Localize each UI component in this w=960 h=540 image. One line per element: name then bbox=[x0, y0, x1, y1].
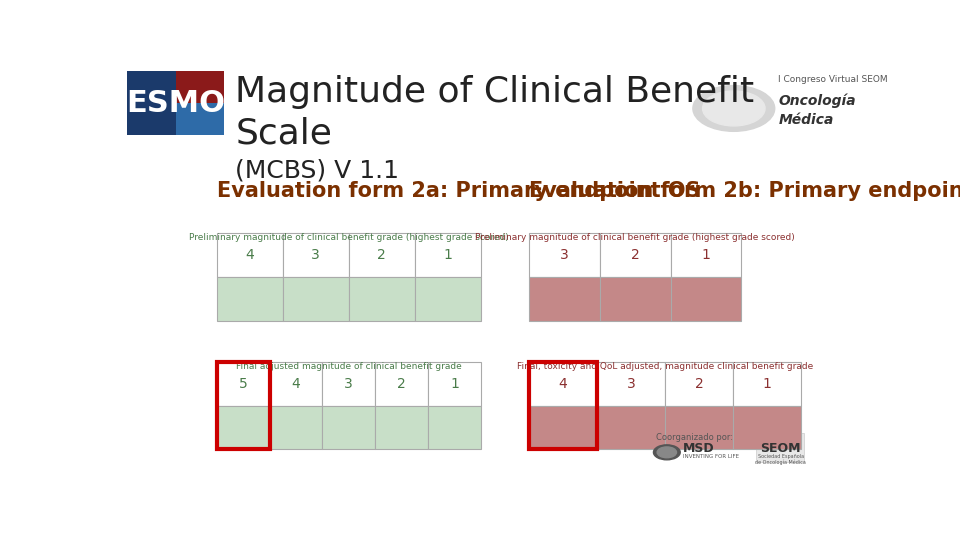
Bar bbox=[217, 362, 270, 449]
Bar bbox=[732, 406, 801, 449]
Bar bbox=[323, 362, 375, 406]
Bar bbox=[529, 233, 600, 277]
Text: Preliminary magnitude of clinical benefit grade (highest grade scored): Preliminary magnitude of clinical benefi… bbox=[475, 233, 795, 242]
Bar bbox=[375, 406, 428, 449]
Text: Evaluation form 2a: Primary endpoint OS: Evaluation form 2a: Primary endpoint OS bbox=[217, 181, 700, 201]
Bar bbox=[176, 71, 225, 103]
Bar bbox=[348, 277, 415, 321]
Text: 3: 3 bbox=[561, 248, 569, 262]
Bar bbox=[270, 362, 323, 406]
Text: 5: 5 bbox=[239, 377, 248, 391]
Circle shape bbox=[658, 447, 677, 458]
Text: 2: 2 bbox=[377, 248, 386, 262]
Text: 2: 2 bbox=[631, 248, 639, 262]
Bar bbox=[597, 362, 665, 406]
Text: I Congreso Virtual SEOM: I Congreso Virtual SEOM bbox=[779, 75, 888, 84]
Bar bbox=[597, 406, 665, 449]
Bar bbox=[217, 362, 270, 406]
Bar bbox=[600, 233, 670, 277]
Bar bbox=[732, 362, 801, 406]
Bar bbox=[415, 233, 481, 277]
Bar bbox=[270, 406, 323, 449]
Bar bbox=[529, 406, 597, 449]
Text: 4: 4 bbox=[559, 377, 567, 391]
Text: Scale: Scale bbox=[235, 117, 332, 151]
Text: 3: 3 bbox=[345, 377, 353, 391]
Bar bbox=[283, 277, 348, 321]
Circle shape bbox=[693, 85, 775, 131]
Bar bbox=[665, 406, 732, 449]
Text: Preliminary magnitude of clinical benefit grade (highest grade scored): Preliminary magnitude of clinical benefi… bbox=[189, 233, 509, 242]
Bar bbox=[529, 362, 597, 449]
Text: (MCBS) V 1.1: (MCBS) V 1.1 bbox=[235, 158, 399, 183]
Bar bbox=[217, 277, 283, 321]
Circle shape bbox=[703, 91, 765, 126]
Text: ESMO: ESMO bbox=[127, 89, 226, 118]
Bar bbox=[176, 103, 225, 136]
Text: 3: 3 bbox=[311, 248, 320, 262]
Text: 2: 2 bbox=[694, 377, 704, 391]
Text: Coorganizado por:: Coorganizado por: bbox=[656, 433, 732, 442]
Bar bbox=[128, 71, 224, 136]
Text: 1: 1 bbox=[444, 248, 452, 262]
Text: Final adjusted magnitude of clinical benefit grade: Final adjusted magnitude of clinical ben… bbox=[236, 362, 462, 371]
Bar bbox=[670, 233, 741, 277]
Bar bbox=[428, 362, 481, 406]
Text: Final, toxicity and QoL adjusted, magnitude clinical benefit grade: Final, toxicity and QoL adjusted, magnit… bbox=[516, 362, 813, 371]
Bar bbox=[348, 233, 415, 277]
Text: Médica: Médica bbox=[779, 113, 834, 126]
Bar bbox=[375, 362, 428, 406]
Text: 1: 1 bbox=[702, 248, 710, 262]
Bar bbox=[756, 433, 804, 462]
Text: Sociedad Española
de Oncología Médica: Sociedad Española de Oncología Médica bbox=[756, 454, 806, 465]
Text: 4: 4 bbox=[292, 377, 300, 391]
Bar bbox=[323, 406, 375, 449]
Text: 2: 2 bbox=[397, 377, 406, 391]
Text: 4: 4 bbox=[246, 248, 254, 262]
Bar bbox=[283, 233, 348, 277]
Text: SEOM: SEOM bbox=[760, 442, 801, 455]
Bar bbox=[217, 233, 283, 277]
Bar bbox=[665, 362, 732, 406]
Text: 3: 3 bbox=[627, 377, 636, 391]
Text: Oncología: Oncología bbox=[779, 94, 856, 109]
Bar bbox=[600, 277, 670, 321]
Bar bbox=[128, 71, 176, 103]
Text: 1: 1 bbox=[762, 377, 771, 391]
Text: MSD: MSD bbox=[684, 442, 715, 455]
Circle shape bbox=[654, 445, 681, 460]
Text: INVENTING FOR LIFE: INVENTING FOR LIFE bbox=[684, 454, 739, 458]
Bar bbox=[415, 277, 481, 321]
Bar bbox=[529, 362, 597, 406]
Bar bbox=[217, 406, 270, 449]
Text: Magnitude of Clinical Benefit: Magnitude of Clinical Benefit bbox=[235, 75, 755, 109]
Bar bbox=[128, 103, 176, 136]
Bar bbox=[428, 406, 481, 449]
Bar bbox=[670, 277, 741, 321]
Text: Evaluation form 2b: Primary endpoint PFS: Evaluation form 2b: Primary endpoint PFS bbox=[529, 181, 960, 201]
Text: 1: 1 bbox=[450, 377, 459, 391]
Bar bbox=[529, 277, 600, 321]
